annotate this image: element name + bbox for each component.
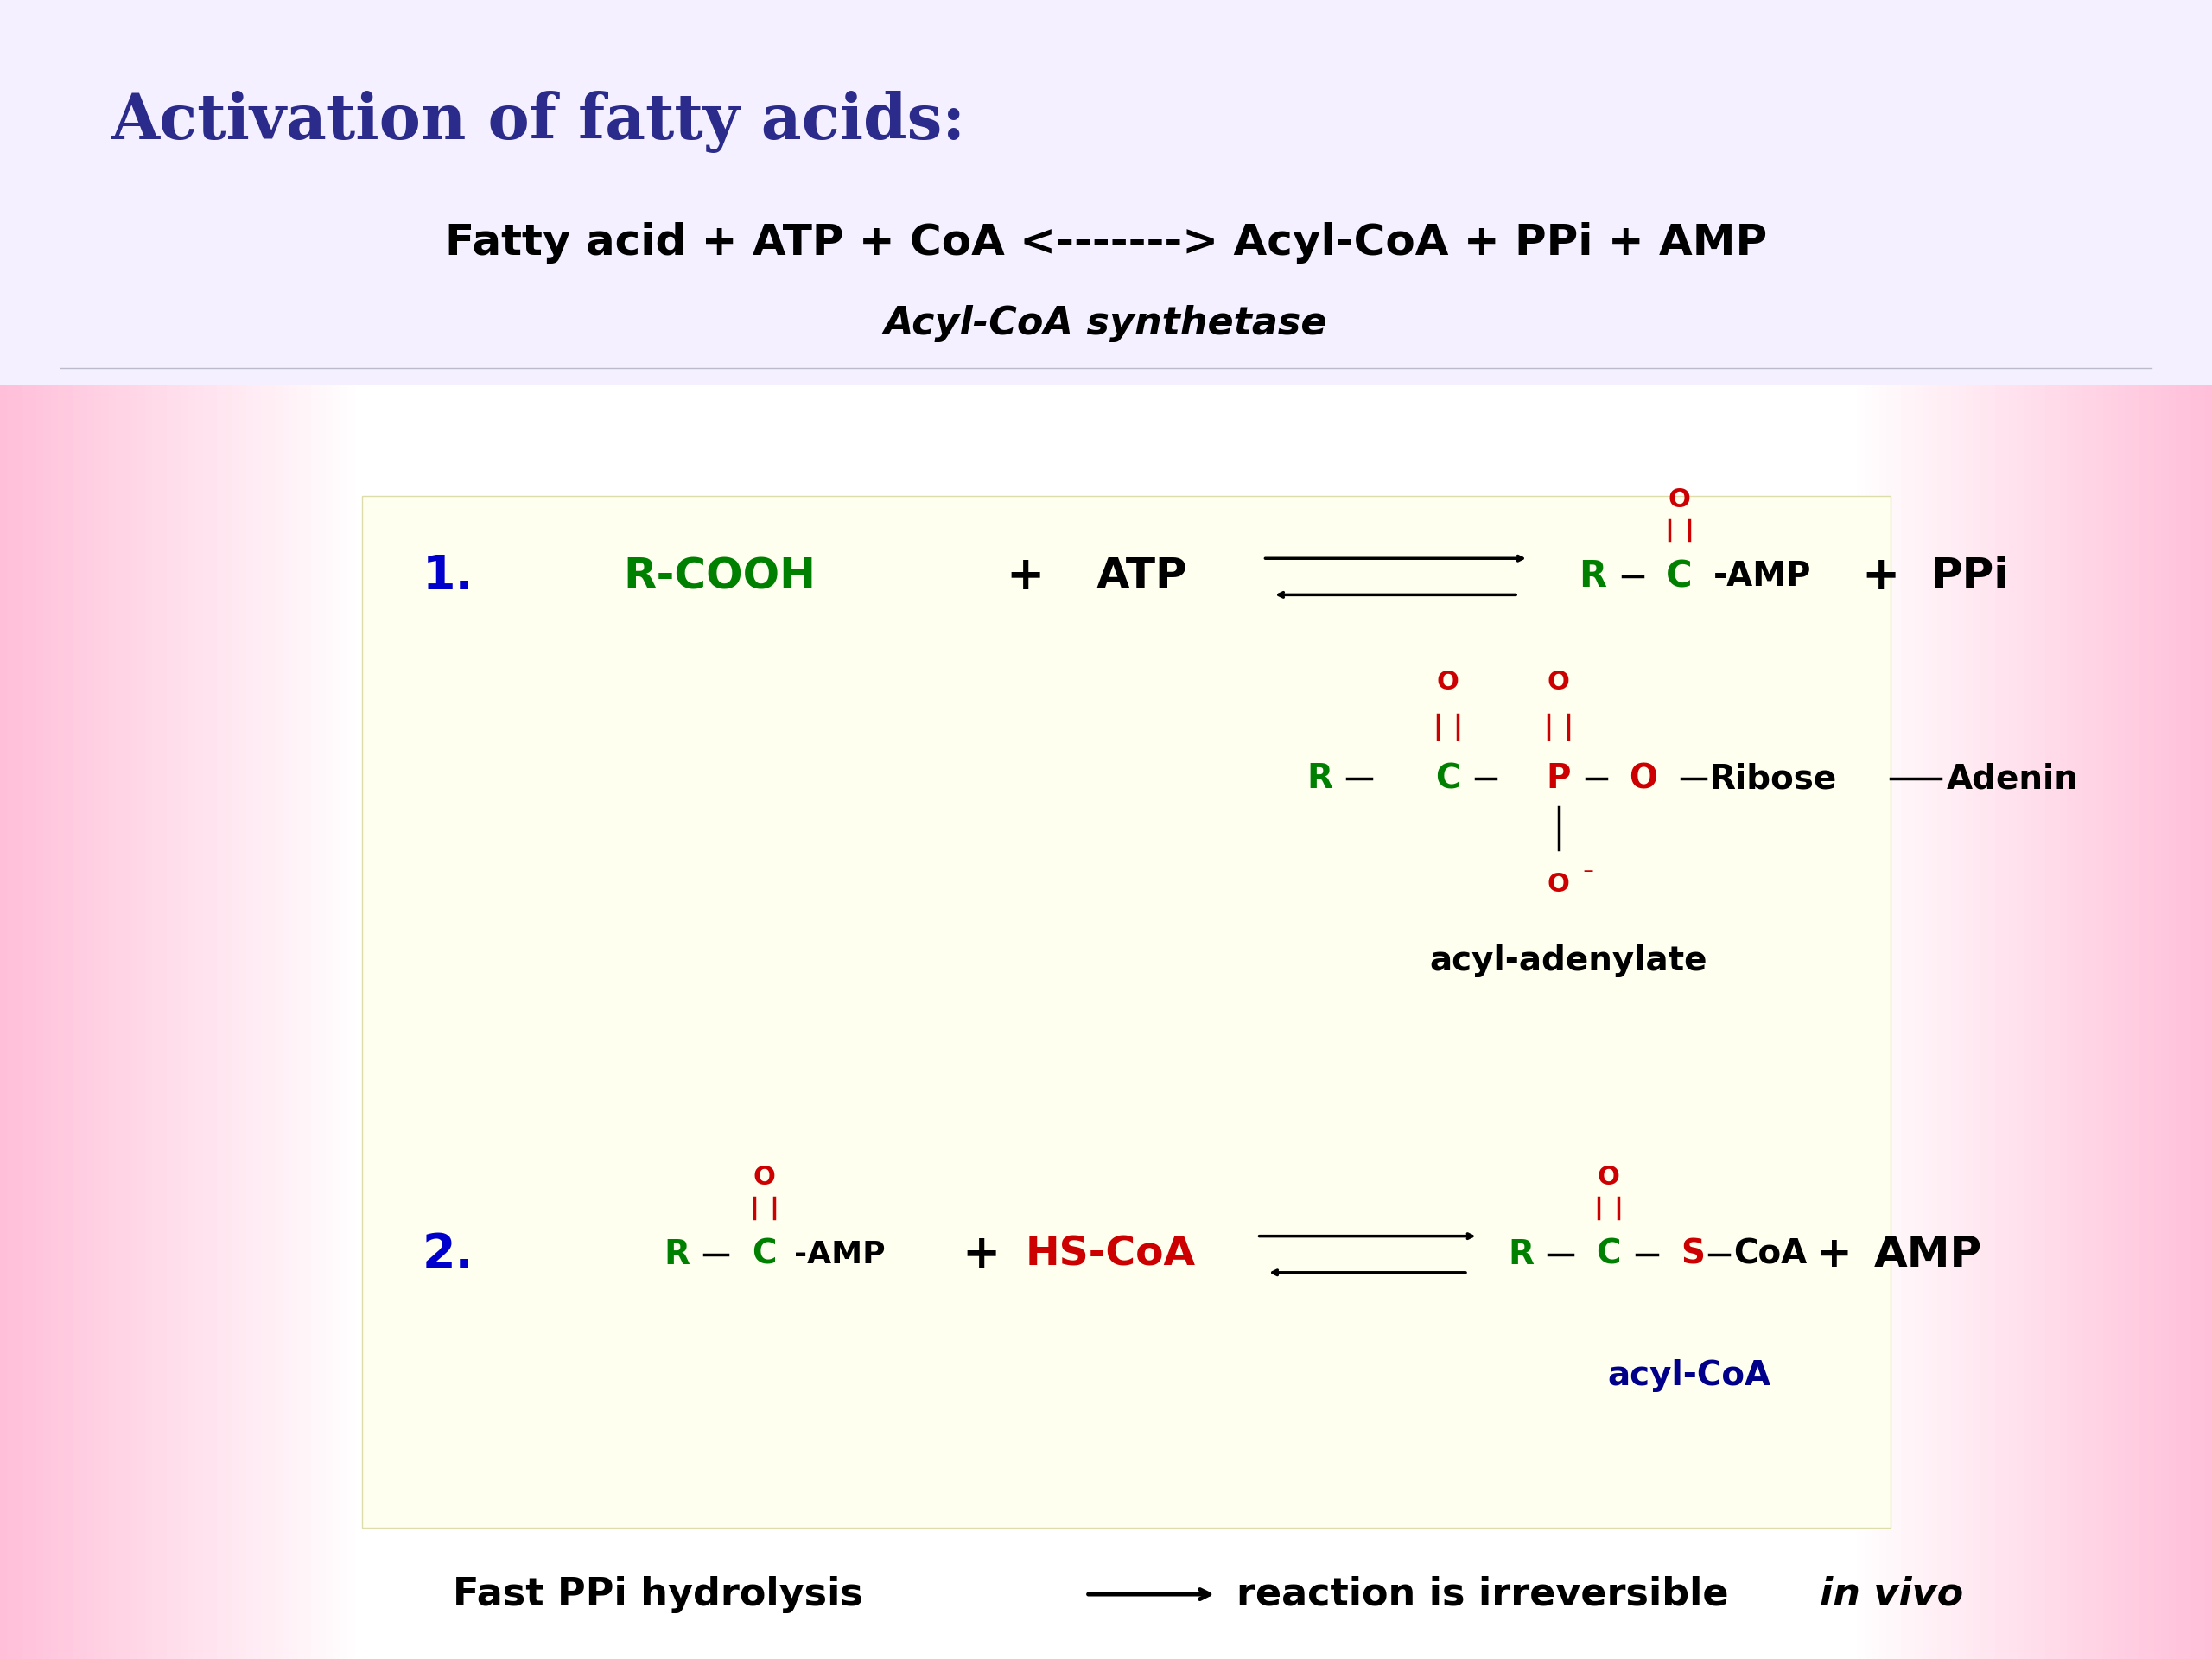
Text: R: R (1579, 559, 1606, 594)
Text: 1.: 1. (422, 552, 473, 601)
Text: O: O (1546, 669, 1571, 695)
Text: PPi: PPi (1931, 556, 2008, 597)
Text: S: S (1681, 1238, 1705, 1271)
Text: CoA: CoA (1734, 1238, 1807, 1271)
Text: C: C (1436, 763, 1460, 795)
Text: reaction is irreversible: reaction is irreversible (1237, 1576, 1730, 1613)
Text: AMP: AMP (1874, 1234, 1982, 1276)
Text: R-COOH: R-COOH (624, 556, 816, 597)
Text: Fast PPi hydrolysis: Fast PPi hydrolysis (453, 1576, 863, 1613)
Text: O: O (1597, 1165, 1619, 1190)
Text: +: + (962, 1233, 1000, 1277)
Bar (0, 0, 2212, 385)
Text: Fatty acid + ATP + CoA <-------> Acyl-CoA + PPi + AMP: Fatty acid + ATP + CoA <-------> Acyl-Co… (445, 222, 1767, 264)
Text: C: C (752, 1238, 776, 1271)
Text: O: O (1546, 871, 1571, 896)
Text: acyl-adenylate: acyl-adenylate (1429, 944, 1708, 977)
Text: Activation of fatty acids:: Activation of fatty acids: (111, 91, 964, 153)
Text: R: R (1307, 763, 1334, 795)
Text: acyl-CoA: acyl-CoA (1608, 1359, 1772, 1392)
Text: P: P (1546, 763, 1571, 795)
Text: ⁻: ⁻ (1582, 866, 1595, 886)
Text: C: C (1666, 559, 1692, 594)
Text: +: + (1816, 1234, 1851, 1276)
Text: O: O (1668, 488, 1690, 513)
Text: -AMP: -AMP (794, 1239, 885, 1269)
Text: -AMP: -AMP (1714, 561, 1812, 592)
Text: O: O (1628, 763, 1657, 795)
Bar (363, 496, 1891, 1528)
Text: ATP: ATP (1095, 556, 1188, 597)
Text: +: + (1860, 554, 1900, 599)
Text: O: O (1436, 669, 1460, 695)
Text: Adenin: Adenin (1947, 763, 2079, 795)
Text: O: O (752, 1165, 776, 1190)
Text: R: R (664, 1238, 690, 1271)
Text: +: + (1006, 554, 1044, 599)
Text: HS-CoA: HS-CoA (1026, 1234, 1197, 1274)
Text: R: R (1509, 1238, 1535, 1271)
Text: C: C (1597, 1238, 1621, 1271)
Text: in vivo: in vivo (1820, 1576, 1964, 1613)
Text: Ribose: Ribose (1710, 763, 1836, 795)
Text: 2.: 2. (422, 1231, 473, 1277)
Text: Acyl-CoA synthetase: Acyl-CoA synthetase (885, 305, 1327, 342)
